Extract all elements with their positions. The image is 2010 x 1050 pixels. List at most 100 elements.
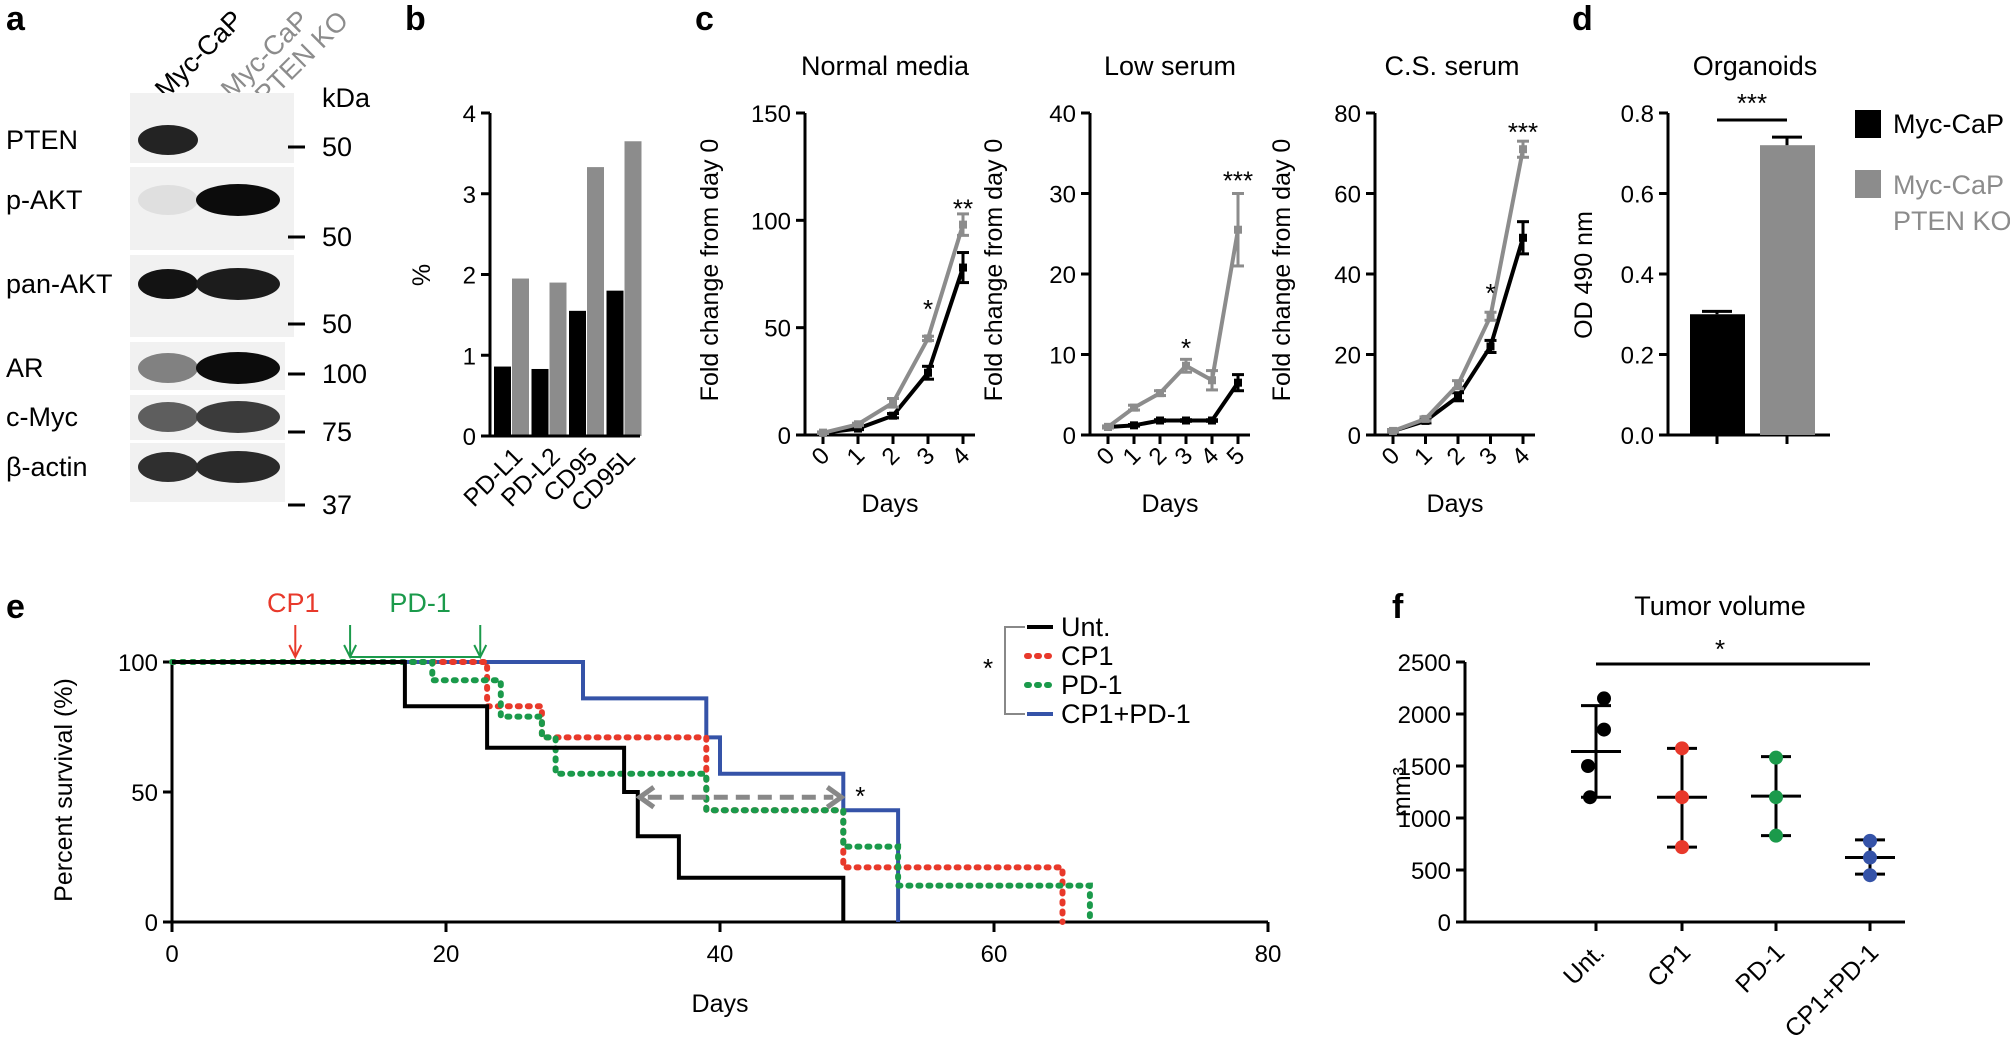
significance-star: * [1485,278,1495,308]
significance-star: * [855,781,865,811]
y-tick-label: 60 [1334,182,1361,209]
bar [494,366,511,436]
cp1-annotation: CP1 [267,588,320,618]
kda-label: kDa [322,83,371,113]
blot-band [138,269,198,299]
legend-label-myccap: Myc-CaP [1893,109,2004,139]
legend-label-ko-2: PTEN KO [1893,206,2010,236]
blot-row-label: PTEN [6,125,78,155]
marker-label: 50 [322,309,352,339]
marker-label: 75 [322,417,352,447]
x-axis-label: Days [692,990,749,1018]
blot-rows: PTEN 50 p-AKT 50 pan-AKT 50 AR 100 c-Myc 75 β-acti… [6,93,367,520]
bar [587,167,604,437]
data-point [1675,741,1689,756]
x-tick-label: CP1+PD-1 [1779,938,1884,1043]
bar [569,310,586,436]
data-point [854,424,862,433]
y-tick-label: 100 [751,208,791,235]
blot-band [138,353,198,383]
cp1-arrowhead [288,644,303,660]
y-tick-label: 2000 [1398,702,1451,729]
significance-star: *** [1223,165,1253,195]
y-axis-label: Fold change from day 0 [980,139,1008,402]
y-tick-label: 0.2 [1621,343,1654,370]
x-tick-label: 80 [1255,941,1282,968]
x-tick-label: 40 [707,941,734,968]
data-point [1104,422,1112,431]
y-tick-label: 0 [1438,910,1451,937]
panel-f-chart: f Tumor volume 0 500 1000 1500 2000 2500 mm³ Unt… [1388,588,1905,1043]
data-point [1863,868,1877,883]
data-point [1234,225,1242,234]
legend-label: PD-1 [1061,670,1123,700]
data-point [1769,790,1783,805]
marker-label: 50 [322,132,352,162]
data-point [1421,414,1430,423]
x-tick-label: 20 [433,941,460,968]
y-tick-label: 1 [463,343,476,370]
data-point [1454,380,1462,389]
x-tick-label: 1 [1118,442,1147,471]
y-tick-label: 10 [1049,343,1076,370]
y-tick-label: 0 [463,424,476,451]
y-tick-label: 2 [463,263,476,290]
blot-row-label: pan-AKT [6,269,113,299]
arrowhead-right [825,785,846,810]
bar [606,290,624,436]
x-tick-label: 60 [981,941,1008,968]
blot-band [138,185,198,215]
chart-title: Organoids [1693,51,1818,81]
significance-star: *** [1737,88,1767,118]
bar [624,141,642,436]
panel-e-chart: e 0 50 100 Percent survival (%) 0 20 40 60 80 Day… [6,588,1281,1018]
data-point [1769,750,1783,765]
blot-band [138,125,198,155]
significance-star: * [1715,634,1725,664]
x-tick-label: Unt. [1558,938,1610,990]
bar [549,282,567,436]
data-point [819,428,827,437]
chart-title: Tumor volume [1634,591,1806,621]
y-tick-label: 0.0 [1621,423,1654,450]
x-tick-label: 2 [1144,442,1173,471]
y-tick-label: 4 [463,101,476,128]
data-point [1486,342,1495,351]
legend-label-ko-1: Myc-CaP [1893,170,2004,200]
x-tick-label: 1 [842,442,871,471]
significance-star: * [1181,333,1191,363]
bar [531,368,549,436]
y-tick-label: 20 [1334,343,1361,370]
legend-label: CP1+PD-1 [1061,699,1191,729]
survival-curve [169,659,1093,925]
y-axis-label: Percent survival (%) [50,678,78,902]
y-tick-label: 1000 [1398,806,1451,833]
data-point [1234,378,1242,387]
y-tick-label: 0 [778,423,791,450]
significance-star: * [923,294,933,324]
y-tick-label: 0.8 [1621,101,1654,128]
data-point [959,263,967,272]
blot-row-label: β-actin [6,452,88,482]
blot-band [196,401,280,433]
bar [1690,314,1745,435]
x-tick-label: 2 [877,442,906,471]
y-axis-label: % [408,264,436,286]
series-line-ko [1106,229,1240,429]
series-line-myccap [1107,381,1240,429]
survival-curve [172,660,846,922]
y-tick-label: 30 [1049,182,1076,209]
y-tick-label: 100 [118,650,158,677]
data-point [854,420,862,429]
y-tick-label: 500 [1411,858,1451,885]
panel-d-chart: d Organoids 0.0 0.2 0.4 0.6 0.8 OD 490 nm *** [1570,0,1830,450]
data-point [1182,361,1190,370]
data-point [1863,833,1877,848]
data-point [1130,403,1138,412]
data-point [1863,850,1877,865]
data-point [1454,392,1462,401]
x-tick-label: 2 [1442,442,1471,471]
blot-band [196,184,280,216]
legend-label: CP1 [1061,641,1114,671]
data-point [1583,790,1597,805]
